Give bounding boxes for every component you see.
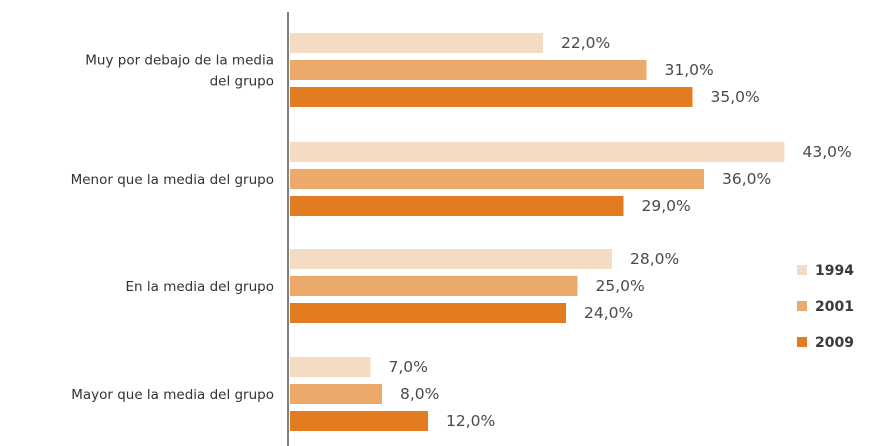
legend-swatch-2009 xyxy=(797,337,807,347)
value-label: 43,0% xyxy=(803,143,852,161)
bar-1994 xyxy=(290,249,612,269)
value-label: 35,0% xyxy=(711,88,760,106)
bar-2001 xyxy=(290,384,382,404)
value-label: 22,0% xyxy=(561,34,610,52)
legend-label-2009: 2009 xyxy=(815,335,854,351)
value-label: 12,0% xyxy=(446,412,495,430)
bar-2001 xyxy=(290,169,704,189)
legend: 1994 2001 2009 xyxy=(797,263,854,351)
bar-2009 xyxy=(290,303,566,323)
value-labels: 22,0% 43,0% 28,0% 7,0% 31,0% 36,0% 25,0% 8,0% 35… xyxy=(389,34,852,430)
bar-2001 xyxy=(290,276,578,296)
bar-2009 xyxy=(290,87,693,107)
value-label: 28,0% xyxy=(630,250,679,268)
value-label: 31,0% xyxy=(665,61,714,79)
category-label: En la media del grupo xyxy=(126,279,274,295)
legend-label-2001: 2001 xyxy=(815,299,854,315)
value-label: 7,0% xyxy=(389,358,428,376)
bar-1994 xyxy=(290,357,371,377)
legend-swatch-2001 xyxy=(797,301,807,311)
value-label: 25,0% xyxy=(596,277,645,295)
bar-1994 xyxy=(290,33,543,53)
bar-2009 xyxy=(290,196,624,216)
category-label: Menor que la media del grupo xyxy=(71,172,274,188)
value-label: 36,0% xyxy=(722,170,771,188)
value-label: 24,0% xyxy=(584,304,633,322)
bars xyxy=(290,33,785,431)
category-labels: Muy por debajo de la media del grupo Menor… xyxy=(71,53,274,404)
legend-label-1994: 1994 xyxy=(815,263,854,279)
legend-swatch-1994 xyxy=(797,265,807,275)
category-label: Muy por debajo de la media del grupo xyxy=(85,53,274,90)
bar-1994 xyxy=(290,142,785,162)
value-label: 29,0% xyxy=(642,197,691,215)
bar-2009 xyxy=(290,411,428,431)
bar-2001 xyxy=(290,60,647,80)
value-label: 8,0% xyxy=(400,385,439,403)
category-label: Mayor que la media del grupo xyxy=(71,387,274,403)
